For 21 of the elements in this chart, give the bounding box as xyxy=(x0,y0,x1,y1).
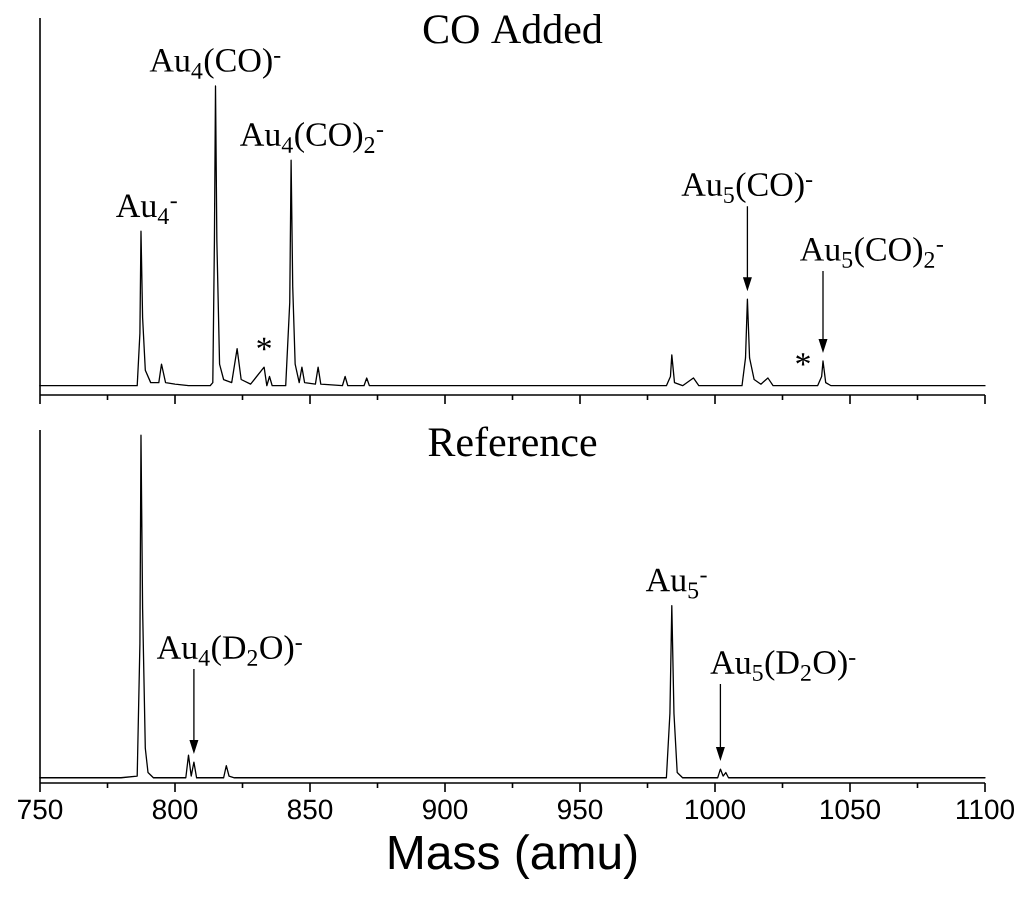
x-tick-label: 1100 xyxy=(957,799,1014,820)
annotation: Au$_{4}$- xyxy=(116,194,177,225)
annotation: Au$_{4}$(CO)$_{2}$- xyxy=(240,122,384,153)
annotation: Au$_{4}$(D$_{2}$O)$^{-}$ xyxy=(156,635,302,666)
annotation: Au$_{5}$(CO)$_{2}$- xyxy=(800,236,943,268)
x-tick-label: 1050 xyxy=(820,799,881,820)
annotation: * xyxy=(257,337,271,351)
x-tick-label: 950 xyxy=(557,799,603,820)
x-tick-label: 750 xyxy=(18,799,63,820)
x-tick-label: 800 xyxy=(152,799,198,820)
annotation: Au$_{5}$- xyxy=(645,568,707,599)
annotation: Au$_{4}$(CO)$^{-}$ xyxy=(149,47,281,79)
x-tick-label: 1000 xyxy=(685,799,746,820)
annotation: Au$_{5}$(CO)$^{-}$ xyxy=(681,172,813,203)
chart-title: CO Added xyxy=(423,13,603,44)
x-axis-title: Mass (amu) xyxy=(389,834,637,879)
annotation: * xyxy=(796,353,810,366)
x-tick-label: 850 xyxy=(287,799,333,820)
chart-title: Reference xyxy=(428,426,597,457)
annotation: Au$_{5}$(D$_{2}$O)$^{-}$ xyxy=(710,650,856,681)
x-tick-label: 900 xyxy=(422,799,468,820)
